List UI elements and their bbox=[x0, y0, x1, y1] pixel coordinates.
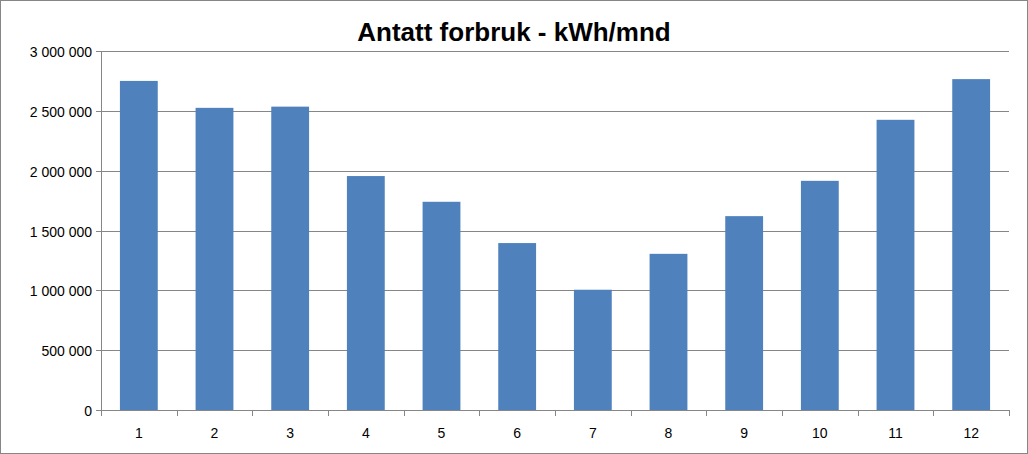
x-tick bbox=[555, 410, 556, 416]
y-tick bbox=[96, 290, 101, 291]
y-tick bbox=[96, 410, 101, 411]
x-tick bbox=[858, 410, 859, 416]
y-tick-label: 500 000 bbox=[41, 343, 92, 359]
grid-line bbox=[101, 171, 1009, 172]
bar bbox=[574, 290, 612, 410]
chart-border bbox=[1, 1, 1028, 454]
bar bbox=[877, 120, 915, 410]
y-axis bbox=[101, 51, 102, 410]
y-tick-label: 1 500 000 bbox=[30, 224, 92, 240]
x-tick-label: 12 bbox=[963, 425, 979, 441]
x-tick bbox=[328, 410, 329, 416]
bar bbox=[498, 243, 536, 410]
x-tick-label: 7 bbox=[589, 425, 597, 441]
x-tick bbox=[479, 410, 480, 416]
x-tick bbox=[631, 410, 632, 416]
x-tick bbox=[101, 410, 102, 416]
x-tick-label: 2 bbox=[211, 425, 219, 441]
grid-line bbox=[101, 231, 1009, 232]
x-tick bbox=[933, 410, 934, 416]
x-tick bbox=[177, 410, 178, 416]
bar bbox=[196, 108, 234, 410]
y-tick bbox=[96, 51, 101, 52]
bar bbox=[725, 216, 763, 410]
chart-title: Antatt forbruk - kWh/mnd bbox=[357, 17, 670, 47]
bars bbox=[120, 79, 990, 410]
y-tick bbox=[96, 171, 101, 172]
y-tick-label: 2 000 000 bbox=[30, 164, 92, 180]
x-tick-label: 8 bbox=[665, 425, 673, 441]
x-tick-label: 3 bbox=[286, 425, 294, 441]
x-tick-label: 10 bbox=[812, 425, 828, 441]
grid-line bbox=[101, 51, 1009, 52]
x-tick-label: 11 bbox=[888, 425, 903, 441]
grid-line bbox=[101, 111, 1009, 112]
x-tick-label: 9 bbox=[740, 425, 748, 441]
y-tick-label: 0 bbox=[84, 403, 92, 419]
y-tick bbox=[96, 231, 101, 232]
y-tick bbox=[96, 350, 101, 351]
bar bbox=[271, 107, 309, 410]
x-tick bbox=[1009, 410, 1010, 416]
bar bbox=[423, 202, 461, 410]
y-tick-label: 3 000 000 bbox=[30, 44, 92, 60]
bar bbox=[120, 81, 158, 410]
bar bbox=[347, 176, 385, 410]
y-tick-label: 1 000 000 bbox=[30, 283, 92, 299]
x-tick-label: 6 bbox=[513, 425, 521, 441]
chart-svg: Antatt forbruk - kWh/mnd 0 500 000 1 000 00… bbox=[0, 0, 1028, 454]
x-tick-label: 5 bbox=[438, 425, 446, 441]
x-tick bbox=[404, 410, 405, 416]
grid-line bbox=[101, 350, 1009, 351]
bar bbox=[952, 79, 990, 410]
chart-container: Antatt forbruk - kWh/mnd 0 500 000 1 000 00… bbox=[0, 0, 1028, 454]
x-tick bbox=[252, 410, 253, 416]
bar bbox=[650, 254, 688, 410]
y-tick bbox=[96, 111, 101, 112]
bar bbox=[801, 181, 839, 410]
x-tick-label: 4 bbox=[362, 425, 370, 441]
x-tick bbox=[782, 410, 783, 416]
y-tick-label: 2 500 000 bbox=[30, 104, 92, 120]
grid-line bbox=[101, 290, 1009, 291]
x-tick bbox=[706, 410, 707, 416]
x-tick-label: 1 bbox=[135, 425, 143, 441]
